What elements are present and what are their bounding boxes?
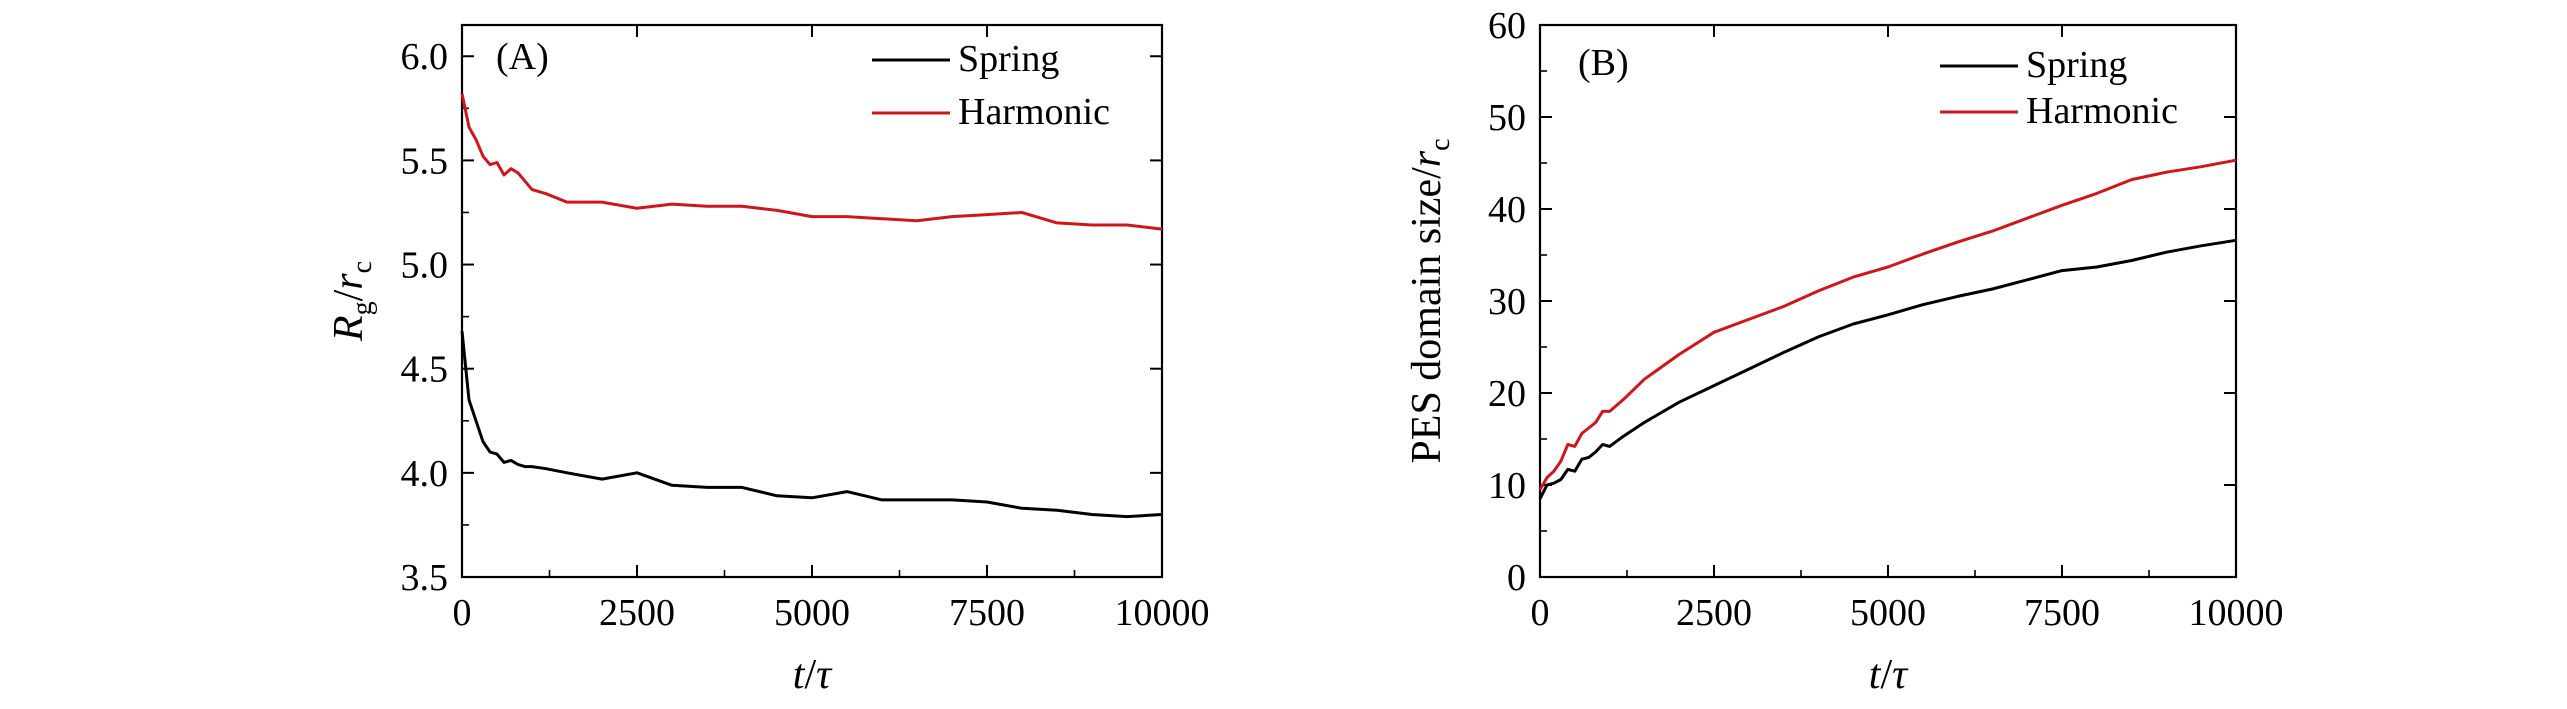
- x-axis-label-main: t: [793, 652, 806, 698]
- y-tick-label: 40: [1488, 189, 1526, 231]
- y-axis-label-sep: /: [326, 289, 372, 301]
- x-tick-label: 5000: [1850, 592, 1926, 634]
- y-tick-label: 5.0: [401, 245, 449, 287]
- x-tick-label: 10000: [1115, 592, 1210, 634]
- y-axis-label: PES domain size/rc: [1404, 138, 1456, 463]
- chart-panel-b: 0 2500 5000 7500 10000 0 10 20 30 40 50 60 SpringHar…: [1404, 5, 2284, 698]
- x-tick-label: 7500: [949, 592, 1025, 634]
- series-line-spring: [460, 331, 1163, 519]
- x-axis-label-main: t: [1869, 652, 1882, 698]
- legend-label-harmonic: Harmonic: [2026, 90, 2178, 132]
- y-axis-label-unit-sub: c: [347, 261, 378, 273]
- x-axis-label-sep: /: [804, 652, 816, 698]
- y-axis-label-main: R: [326, 315, 372, 342]
- y-tick-label: 4.5: [401, 349, 449, 391]
- y-axis-label-main-sub: g: [347, 301, 378, 315]
- x-tick-label: 2500: [599, 592, 675, 634]
- x-tick-label: 0: [1531, 592, 1550, 634]
- y-tick-label: 3.5: [401, 557, 449, 599]
- y-axis-label-main: PES domain size: [1404, 179, 1450, 464]
- series-line-harmonic: [460, 93, 1163, 231]
- x-tick-label: 7500: [2024, 592, 2100, 634]
- x-axis-label-sep: /: [1880, 652, 1892, 698]
- x-axis-label: t/τ: [1869, 652, 1909, 698]
- x-axis-label-unit: τ: [816, 652, 833, 698]
- y-axis-label-unit-sub: c: [1425, 138, 1456, 150]
- y-axis-label-unit: r: [1404, 150, 1450, 167]
- chart-panel-a: 0 2500 5000 7500 10000 3.5 4.0 4.5 5.0 5.5 6.0 Spri…: [326, 23, 1210, 698]
- y-axis-label-sep: /: [1404, 167, 1450, 179]
- y-tick-label: 5.5: [401, 140, 449, 182]
- x-tick-label: 10000: [2189, 592, 2284, 634]
- x-tick-label: 2500: [1676, 592, 1752, 634]
- y-tick-label: 30: [1488, 281, 1526, 323]
- y-tick-label: 0: [1507, 557, 1526, 599]
- y-axis-label: Rg/rc: [326, 261, 378, 342]
- y-tick-label: 4.0: [401, 453, 449, 495]
- x-axis-label-unit: τ: [1892, 652, 1909, 698]
- series-line-spring: [1538, 238, 2237, 500]
- y-tick-label: 50: [1488, 97, 1526, 139]
- series-line-harmonic: [1538, 158, 2237, 491]
- x-tick-label: 0: [453, 592, 472, 634]
- panel-label: (B): [1578, 42, 1629, 84]
- x-tick-label: 5000: [774, 592, 850, 634]
- x-axis-label: t/τ: [793, 652, 833, 698]
- y-axis-label-unit: r: [326, 273, 372, 290]
- y-tick-label: 60: [1488, 5, 1526, 47]
- legend-label-spring: Spring: [2026, 44, 2127, 86]
- legend-label-harmonic: Harmonic: [958, 91, 1110, 133]
- y-tick-label: 6.0: [401, 36, 449, 78]
- y-tick-label: 20: [1488, 373, 1526, 415]
- y-tick-label: 10: [1488, 465, 1526, 507]
- panel-label: (A): [496, 36, 549, 78]
- legend-label-spring: Spring: [958, 38, 1059, 80]
